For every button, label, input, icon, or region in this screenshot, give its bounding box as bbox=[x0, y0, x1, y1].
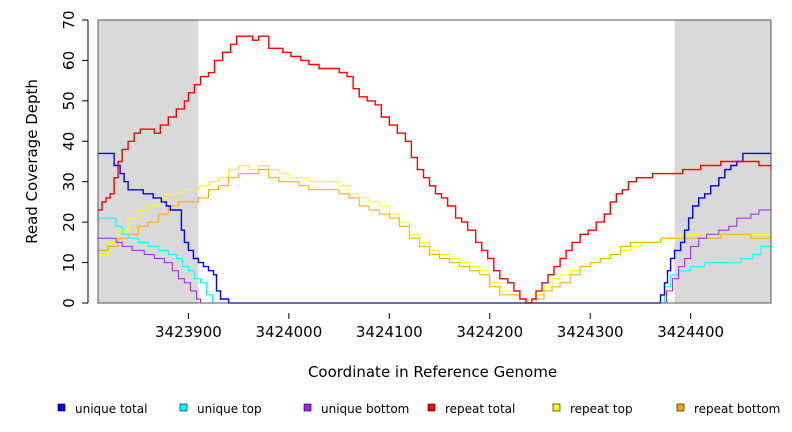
x-tick-label-3423900: 3423900 bbox=[155, 323, 222, 341]
y-axis-title: Read Coverage Depth bbox=[23, 79, 41, 244]
y-tick-label-60: 60 bbox=[60, 51, 78, 70]
y-tick-label-0: 0 bbox=[60, 298, 78, 308]
y-tick-label-20: 20 bbox=[60, 213, 78, 232]
plot-frame bbox=[97, 19, 772, 304]
legend-swatch-unique-bottom bbox=[303, 403, 312, 412]
series-unique-top bbox=[98, 217, 771, 304]
legend-label-unique-total: unique total bbox=[75, 402, 147, 416]
legend: unique total unique top unique bottom repea… bbox=[57, 402, 780, 416]
y-tick-label-30: 30 bbox=[60, 172, 78, 191]
legend-label-unique-top: unique top bbox=[197, 402, 262, 416]
series-unique-bottom bbox=[98, 209, 771, 304]
y-tick-label-50: 50 bbox=[60, 91, 78, 110]
series-unique-total bbox=[98, 152, 771, 304]
y-axis: 0 10 20 30 40 50 60 70 bbox=[60, 10, 89, 308]
shaded-region-1 bbox=[98, 20, 199, 303]
y-tick-label-40: 40 bbox=[60, 132, 78, 151]
legend-label-repeat-total: repeat total bbox=[445, 402, 515, 416]
legend-swatch-repeat-top bbox=[552, 403, 561, 412]
x-tick-label-3424100: 3424100 bbox=[356, 323, 423, 341]
legend-swatch-repeat-bottom bbox=[676, 403, 685, 412]
legend-swatch-unique-top bbox=[179, 403, 188, 412]
series-layer bbox=[98, 35, 771, 304]
x-tick-label-3424000: 3424000 bbox=[255, 323, 322, 341]
legend-swatch-repeat-total bbox=[427, 403, 436, 412]
x-axis-title: Coordinate in Reference Genome bbox=[308, 363, 557, 381]
legend-label-repeat-top: repeat top bbox=[570, 402, 633, 416]
legend-swatch-unique-total bbox=[57, 403, 66, 412]
x-tick-label-3424400: 3424400 bbox=[657, 323, 724, 341]
legend-label-repeat-bottom: repeat bottom bbox=[694, 402, 780, 416]
x-axis: 3423900 3424000 3424100 3424200 3424300 34244… bbox=[155, 313, 724, 341]
series-repeat-total bbox=[98, 35, 771, 304]
x-tick-label-3424300: 3424300 bbox=[557, 323, 624, 341]
legend-label-unique-bottom: unique bottom bbox=[321, 402, 409, 416]
y-tick-label-70: 70 bbox=[60, 10, 78, 29]
x-tick-label-3424200: 3424200 bbox=[456, 323, 523, 341]
y-tick-label-10: 10 bbox=[60, 253, 78, 272]
series-repeat-bottom bbox=[98, 169, 771, 304]
